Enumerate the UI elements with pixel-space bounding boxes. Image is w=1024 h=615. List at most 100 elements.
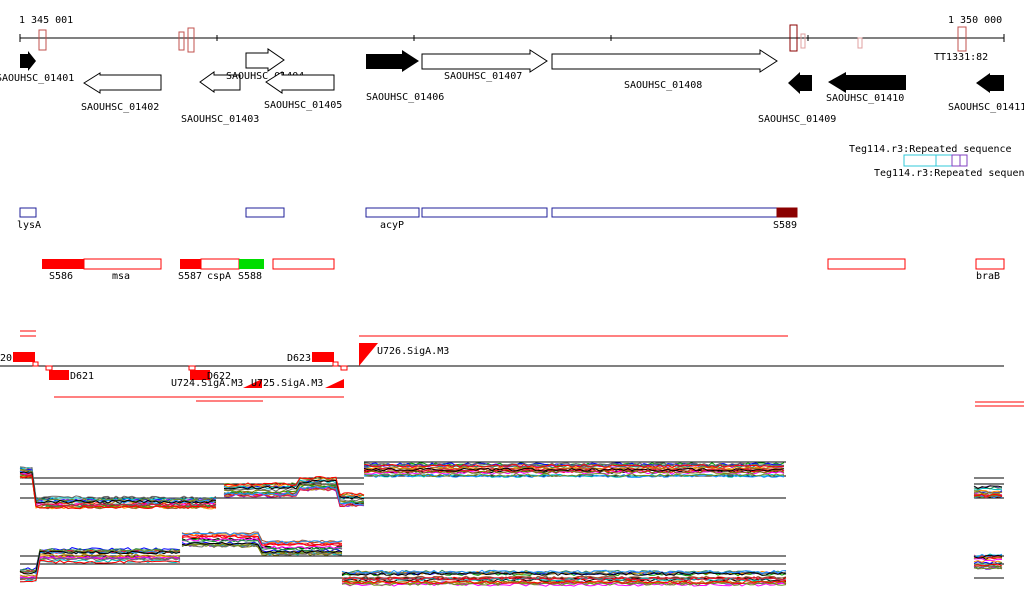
gene-label: SAOUHSC_01403 — [181, 114, 259, 125]
ruler-start-label: 1 345 001 — [19, 15, 73, 26]
expression-profile-line — [973, 567, 1003, 570]
expression-profile-line — [181, 532, 343, 545]
expression-profile-line — [363, 466, 785, 471]
tss-marker[interactable] — [32, 361, 39, 367]
expression-profile-line — [973, 559, 1003, 564]
tss-marker[interactable] — [340, 365, 348, 371]
gene-arrow-SAOUHSC_01406[interactable] — [366, 50, 419, 72]
expression-profile-line — [19, 471, 216, 504]
terminator-box[interactable] — [957, 26, 967, 52]
tss-label: S620 — [0, 353, 12, 364]
repeat-label: Teg114.r3:Repeated sequen — [874, 168, 1024, 179]
expression-profile-line — [181, 537, 343, 550]
terminator-box[interactable] — [789, 24, 798, 52]
operon-box[interactable] — [421, 207, 548, 218]
expression-profile-line — [223, 476, 365, 497]
repeat-box[interactable] — [903, 154, 937, 167]
expression-profile-line — [973, 485, 1003, 489]
gene-arrow-SAOUHSC_01411[interactable] — [976, 73, 1004, 93]
expression-profile-line — [341, 576, 787, 581]
terminator-box[interactable] — [800, 33, 806, 49]
tss-block-S620[interactable] — [13, 352, 35, 362]
terminator-box[interactable] — [38, 29, 47, 51]
expression-profile-line — [363, 469, 785, 474]
expression-profile-line — [973, 493, 1003, 498]
gene-arrow-SAOUHSC_01402[interactable] — [83, 72, 162, 94]
gene-arrow-SAOUHSC_01405[interactable] — [265, 71, 335, 94]
terminator-box[interactable] — [178, 31, 185, 51]
expression-profile-line — [974, 489, 1003, 494]
gene-arrow-SAOUHSC_01403[interactable] — [199, 71, 241, 93]
gene-arrow-SAOUHSC_01407[interactable] — [421, 49, 548, 73]
tss-block-D621[interactable] — [49, 370, 69, 380]
tss-flag[interactable] — [243, 379, 262, 388]
gene-arrow-SAOUHSC_01408[interactable] — [551, 49, 778, 73]
expression-profile-line — [181, 541, 343, 554]
coordinate-ruler: 1 345 001 1 350 000 TT1331:82 — [19, 15, 1005, 63]
promoter-box-S587[interactable] — [180, 259, 201, 269]
expression-profile-line — [341, 581, 787, 586]
tss-block-D622[interactable] — [190, 370, 210, 380]
expression-profile-line — [19, 467, 217, 501]
tss-flag[interactable] — [325, 379, 344, 388]
gene-arrow-SAOUHSC_01404[interactable] — [245, 48, 285, 72]
tss-marker[interactable] — [188, 365, 196, 371]
operon-box[interactable] — [551, 207, 778, 218]
operon-box[interactable] — [245, 207, 285, 218]
repeat-box[interactable] — [959, 154, 968, 167]
tss-label: U726.SigA.M3 — [377, 346, 449, 357]
expression-profile-line — [19, 548, 181, 573]
gene-label: SAOUHSC_01409 — [758, 114, 836, 125]
expression-profile-line — [363, 467, 785, 472]
tss-label: D623 — [287, 353, 311, 364]
operon-track: lysA acyP S589 — [17, 207, 798, 231]
expression-profile-line — [341, 580, 787, 585]
expression-profile-line — [181, 539, 343, 552]
repeat-box[interactable] — [935, 154, 953, 167]
promoter-box-cspA[interactable] — [200, 258, 240, 270]
operon-label: S589 — [773, 220, 797, 231]
tss-flag[interactable] — [359, 343, 378, 366]
promoter-box[interactable] — [827, 258, 906, 270]
operon-box-acyP[interactable] — [365, 207, 420, 218]
expression-profile-line — [19, 475, 217, 510]
gene-arrow-SAOUHSC_01409[interactable] — [788, 72, 812, 94]
tss-block-D623[interactable] — [312, 352, 334, 362]
tss-marker[interactable] — [332, 361, 339, 367]
ruler-end-label: 1 350 000 — [948, 15, 1002, 26]
expression-profile-line — [19, 468, 217, 503]
expression-profile-line — [973, 492, 1003, 497]
promoter-label: S588 — [238, 271, 262, 282]
expression-profile-line — [973, 562, 1003, 567]
promoter-label: cspA — [207, 271, 231, 282]
gene-label: SAOUHSC_01408 — [624, 80, 702, 91]
expression-profile-line — [363, 473, 785, 478]
promoter-box-S588[interactable] — [239, 259, 264, 269]
gene-track: SAOUHSC_01401 SAOUHSC_01402 SAOUHSC_0140… — [0, 48, 1024, 125]
terminator-box[interactable] — [857, 37, 863, 49]
expression-profile-line — [341, 569, 787, 574]
tss-marker[interactable] — [45, 365, 53, 371]
expression-profile-line — [19, 559, 181, 583]
expression-profile-line — [973, 558, 1003, 562]
operon-box-S589[interactable] — [776, 207, 798, 218]
promoter-box-S586[interactable] — [42, 259, 84, 269]
promoter-box-braB[interactable] — [975, 258, 1005, 270]
operon-label: lysA — [17, 220, 41, 231]
terminator-box[interactable] — [187, 27, 195, 53]
tss-label: U724.SigA.M3 — [171, 378, 243, 389]
promoter-track: S586 msa S587 cspA S588 braB — [42, 258, 1005, 282]
gene-arrow-SAOUHSC_01401[interactable] — [20, 51, 36, 71]
expression-profile-line — [973, 486, 1003, 490]
promoter-box[interactable] — [272, 258, 335, 270]
promoter-label: S587 — [178, 271, 202, 282]
promoter-box-msa[interactable] — [83, 258, 162, 270]
gene-arrow-SAOUHSC_01410[interactable] — [828, 72, 906, 93]
operon-box-lysA[interactable] — [19, 207, 37, 218]
expression-profile-line — [223, 487, 365, 508]
expression-profile-line — [341, 575, 787, 580]
repeat-box[interactable] — [951, 154, 961, 167]
expression-profile-line — [973, 491, 1003, 494]
